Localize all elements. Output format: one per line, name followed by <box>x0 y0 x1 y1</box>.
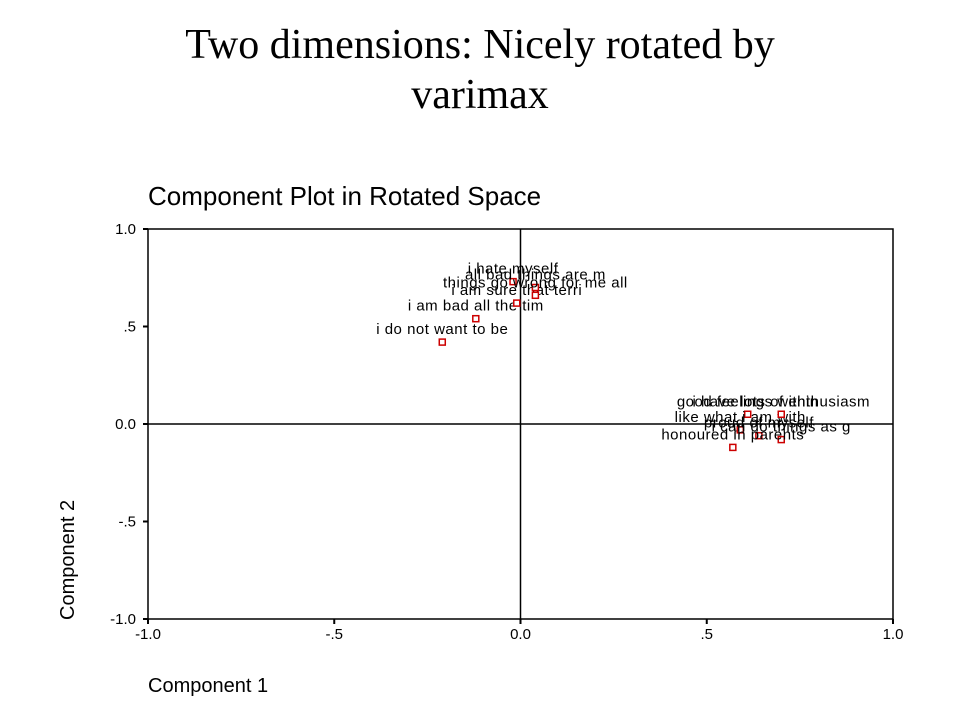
point <box>755 431 763 440</box>
y-axis-label: Component 2 <box>57 500 79 620</box>
point <box>513 299 521 307</box>
point-label: like what i am with <box>675 409 806 426</box>
point <box>472 314 480 323</box>
y-tick-label: 0.0 <box>115 416 136 433</box>
y-tick-label: -.5 <box>118 514 136 531</box>
x-axis-label: Component 1 <box>148 675 268 697</box>
x-tick-label: -1.0 <box>135 626 161 643</box>
y-tick-label: -1.0 <box>110 611 136 628</box>
point-label: i do not want to be <box>376 321 508 338</box>
x-tick-label: .5 <box>700 626 713 643</box>
point-label: things go wrong for me all <box>443 274 628 291</box>
point <box>509 277 517 286</box>
point <box>777 410 785 418</box>
point-label: good feelings within <box>677 393 819 410</box>
point <box>743 410 752 418</box>
point <box>736 426 745 434</box>
point <box>531 291 540 300</box>
x-tick-label: -.5 <box>325 626 343 643</box>
point-label: i hate myself <box>468 261 559 278</box>
y-tick-label: .5 <box>123 319 136 336</box>
point <box>777 435 785 444</box>
x-tick-label: 0.0 <box>510 626 531 643</box>
point <box>729 443 737 452</box>
point-label: i am bad all the tim <box>408 298 544 315</box>
point-label: proud of myself <box>704 415 814 432</box>
point-label: honoured in parents <box>661 426 804 443</box>
point-label: i have lots of enthusiasm <box>692 393 870 410</box>
point-label: i can do things as g <box>712 419 851 436</box>
point-label: all bad things are m <box>465 267 606 284</box>
point <box>438 338 447 346</box>
slide-title: Two dimensions: Nicely rotated by varima… <box>185 22 775 118</box>
point <box>531 283 540 292</box>
x-tick-label: 1.0 <box>883 626 904 643</box>
y-tick-label: 1.0 <box>115 221 136 238</box>
slide-title-box: Two dimensions: Nicely rotated by varima… <box>185 22 775 118</box>
point-label: i am sure that terri <box>451 282 582 299</box>
chart-title: Component Plot in Rotated Space <box>148 181 541 211</box>
